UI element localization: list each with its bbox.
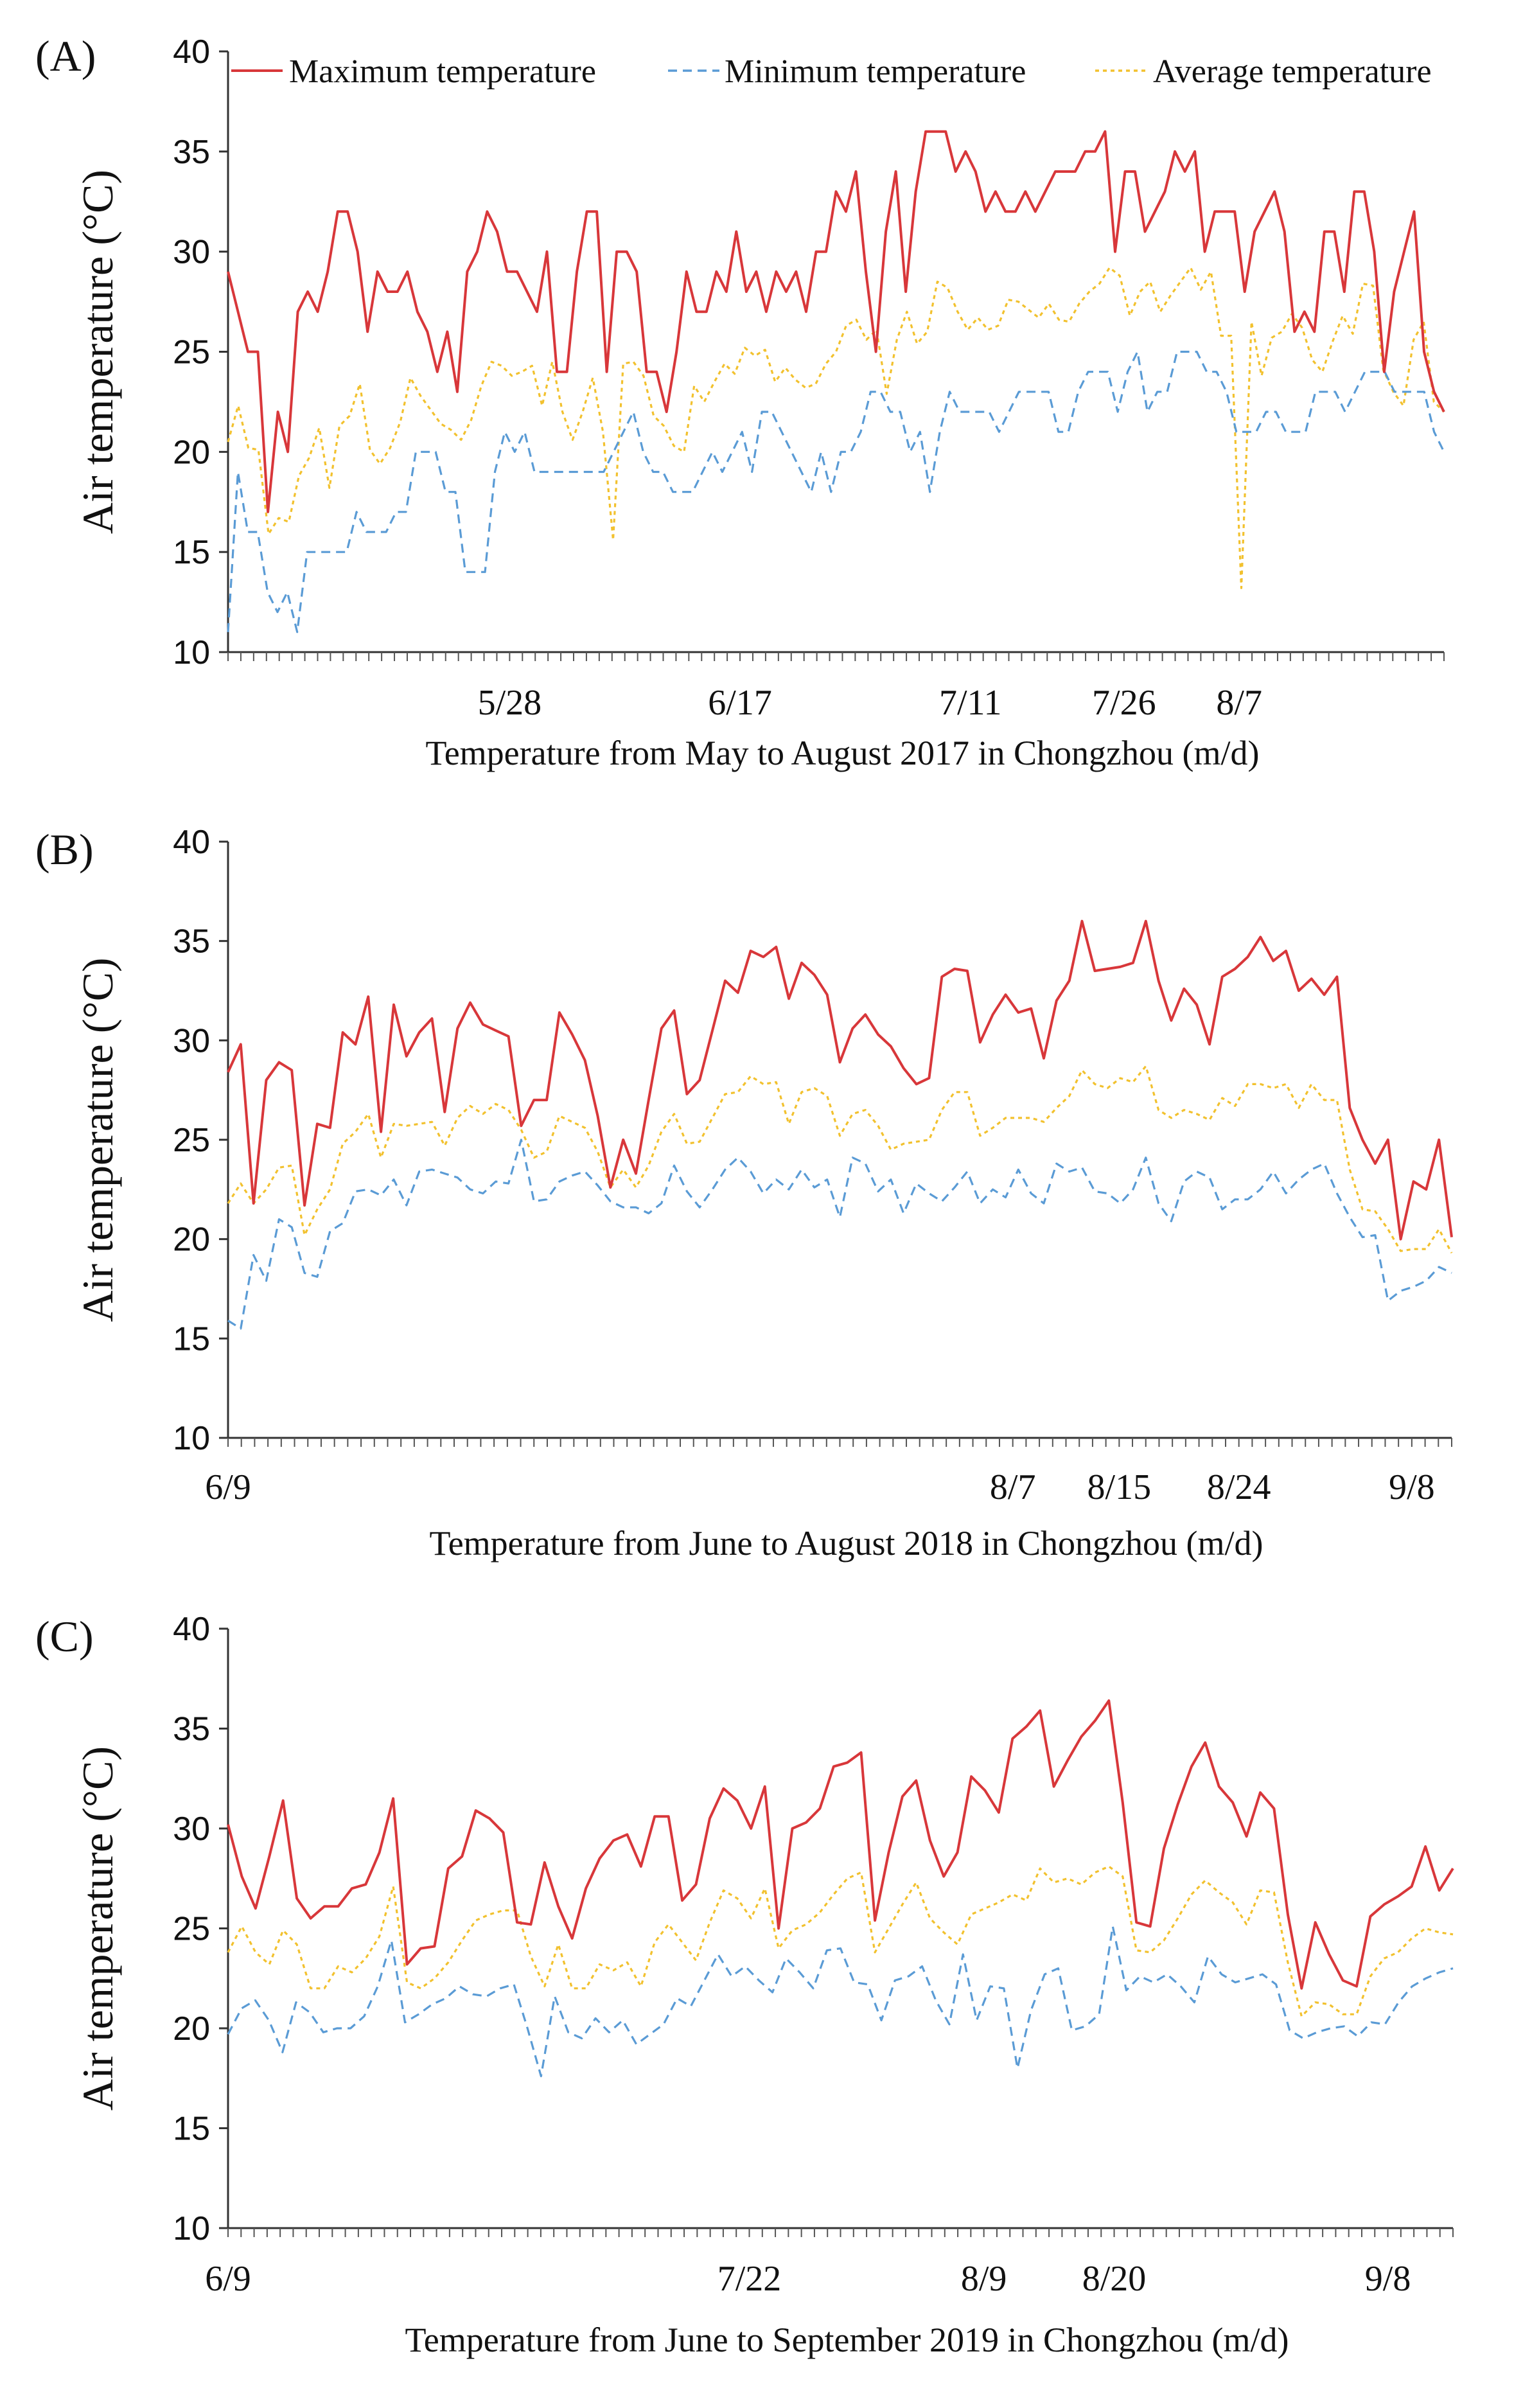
y-tick-label: 30 bbox=[173, 234, 210, 271]
y-tick-label: 20 bbox=[173, 434, 210, 471]
y-tick-label: 25 bbox=[173, 1122, 210, 1159]
y-axis-title: Air temperature (°C) bbox=[73, 1746, 122, 2111]
panel-label: (A) bbox=[35, 31, 96, 80]
y-tick-label: 20 bbox=[173, 1221, 210, 1259]
x-date-label: 8/20 bbox=[1082, 2259, 1147, 2299]
x-axis-title: Temperature from May to August 2017 in C… bbox=[425, 734, 1259, 772]
x-date-label: 7/11 bbox=[939, 683, 1001, 723]
x-date-label: 7/22 bbox=[717, 2259, 782, 2299]
y-tick-label: 15 bbox=[173, 1320, 210, 1358]
panel-c: (C) 10 15 20 25 30 35 40 6/9 7/22 8/9 8/20 9/8 Temper… bbox=[35, 1611, 1454, 2359]
panel-a: (A) 10 15 20 25 30 35 40 5/28 6/17 7/11 7/26 8/7 Temp… bbox=[35, 31, 1445, 772]
series-line-maximum bbox=[227, 1699, 1454, 1990]
series-line-minimum bbox=[227, 350, 1445, 633]
x-date-label: 7/26 bbox=[1092, 683, 1156, 723]
y-tick-label: 35 bbox=[173, 134, 210, 171]
panel-b: (B) 10 15 20 25 30 35 40 6/9 8/7 8/15 8/24 9/8 Temper… bbox=[35, 824, 1453, 1563]
y-tick-label: 15 bbox=[173, 2111, 210, 2148]
x-date-label: 9/8 bbox=[1389, 1467, 1435, 1507]
y-tick-label: 40 bbox=[173, 33, 210, 71]
y-tick-label: 30 bbox=[173, 1810, 210, 1848]
y-tick-label: 20 bbox=[173, 2010, 210, 2048]
panel-label: (C) bbox=[35, 1612, 94, 1661]
x-date-label: 8/24 bbox=[1207, 1467, 1271, 1507]
series-line-maximum bbox=[227, 130, 1445, 513]
x-date-label: 8/15 bbox=[1087, 1467, 1152, 1507]
y-tick-label: 25 bbox=[173, 1911, 210, 1948]
y-tick-label: 25 bbox=[173, 334, 210, 371]
legend-label-minimum: Minimum temperature bbox=[725, 53, 1026, 90]
x-date-label: 8/7 bbox=[1216, 683, 1262, 723]
panel-label: (B) bbox=[35, 825, 94, 874]
x-date-label: 5/28 bbox=[478, 683, 542, 723]
x-date-label: 8/9 bbox=[961, 2259, 1007, 2299]
x-axis-title: Temperature from June to September 2019 … bbox=[405, 2321, 1289, 2359]
series-line-maximum bbox=[227, 919, 1453, 1241]
x-date-label: 6/9 bbox=[205, 1467, 251, 1507]
series-line-average bbox=[227, 267, 1445, 589]
y-axis-title: Air temperature (°C) bbox=[73, 957, 122, 1322]
x-date-label: 6/17 bbox=[708, 683, 772, 723]
x-axis-title: Temperature from June to August 2018 in … bbox=[429, 1524, 1263, 1563]
legend-label-maximum: Maximum temperature bbox=[289, 53, 596, 90]
y-tick-label: 15 bbox=[173, 534, 210, 571]
y-tick-label: 35 bbox=[173, 1711, 210, 1748]
y-tick-label: 10 bbox=[173, 634, 210, 671]
y-tick-label: 40 bbox=[173, 824, 210, 861]
y-tick-label: 10 bbox=[173, 2210, 210, 2247]
legend-label-average: Average temperature bbox=[1153, 53, 1432, 90]
series-line-minimum bbox=[227, 1138, 1452, 1330]
y-tick-label: 10 bbox=[173, 1420, 210, 1457]
series-line-average bbox=[227, 1065, 1453, 1254]
x-date-label: 8/7 bbox=[990, 1467, 1036, 1507]
y-axis-title: Air temperature (°C) bbox=[73, 170, 122, 534]
x-date-label: 9/8 bbox=[1365, 2259, 1411, 2299]
x-date-label: 6/9 bbox=[205, 2259, 251, 2299]
series-line-average bbox=[227, 1865, 1454, 2017]
series-line-minimum bbox=[227, 1925, 1454, 2078]
y-tick-label: 30 bbox=[173, 1022, 210, 1059]
legend: Maximum temperature Minimum temperature Av… bbox=[231, 53, 1432, 90]
y-tick-label: 35 bbox=[173, 923, 210, 961]
y-tick-label: 40 bbox=[173, 1611, 210, 1648]
